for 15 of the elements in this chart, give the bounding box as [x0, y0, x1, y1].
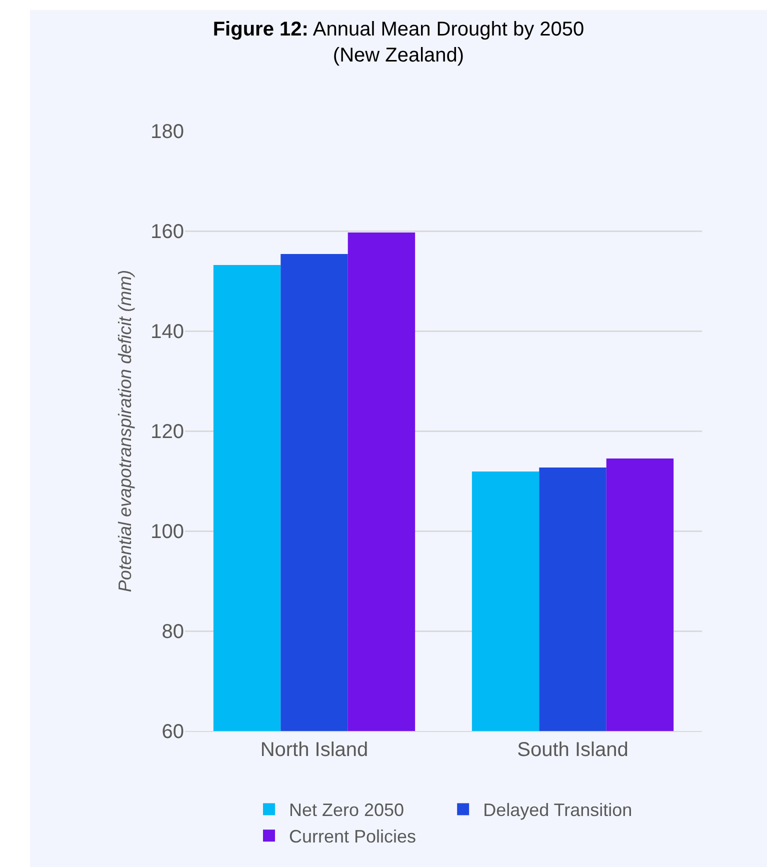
x-tick-label: North Island	[260, 739, 368, 761]
legend-label: Delayed Transition	[483, 800, 632, 820]
x-tick-label: South Island	[517, 739, 628, 761]
legend-label: Current Policies	[289, 826, 416, 847]
y-axis-title: Potential evapotranspiration deficit (mm)	[114, 270, 135, 592]
chart-title: Figure 12: Annual Mean Drought by 2050	[212, 18, 584, 41]
y-tick-label: 120	[150, 421, 184, 443]
chart-subtitle: (New Zealand)	[332, 44, 464, 67]
y-tick-label: 140	[150, 321, 184, 343]
y-tick-label: 60	[162, 721, 184, 743]
y-tick-label: 180	[150, 121, 184, 143]
legend-label: Net Zero 2050	[289, 800, 404, 820]
y-tick-label: 100	[150, 521, 184, 543]
y-tick-label: 160	[150, 221, 184, 243]
y-tick-label: 80	[162, 621, 184, 643]
